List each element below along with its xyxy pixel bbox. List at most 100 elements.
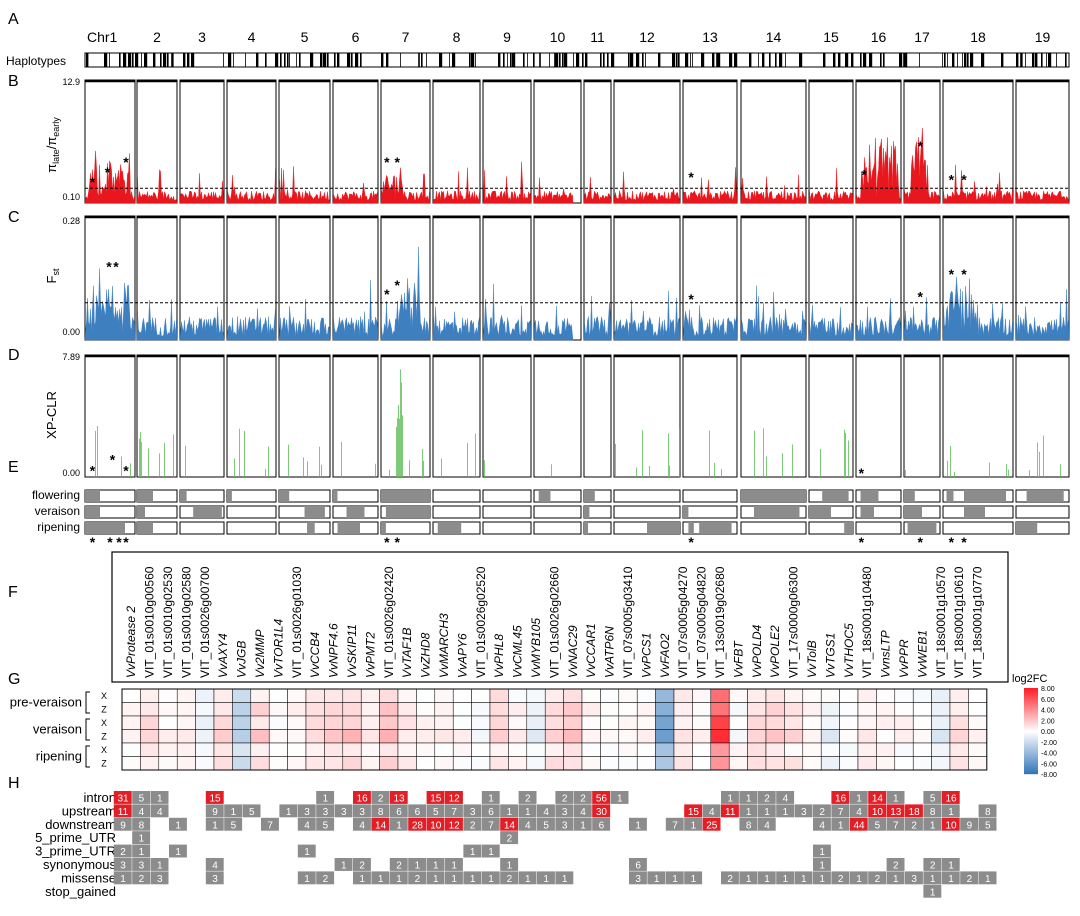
heatmap-cell [268, 702, 288, 717]
variant-cell [279, 804, 298, 818]
variant-cell [353, 804, 371, 818]
legend-tick-label: -6.00 [1041, 761, 1057, 768]
chromosome-box [1015, 354, 1070, 478]
heatmap-cell [305, 688, 325, 703]
signal-area [380, 246, 431, 341]
variant-cell [132, 871, 151, 885]
legend-gradient-slice [1024, 764, 1038, 766]
variant-cell [150, 791, 169, 804]
heatmap-cell [968, 715, 988, 730]
variant-count: 2 [507, 834, 513, 845]
variant-count: 1 [139, 847, 145, 858]
variant-cell [132, 791, 151, 804]
variant-count: 1 [304, 847, 310, 858]
variant-count: 1 [507, 861, 513, 872]
variant-cell [813, 844, 831, 858]
variant-cell [463, 871, 482, 885]
variant-count: 2 [819, 807, 825, 818]
stage-label-veraison: veraison [35, 504, 80, 518]
heatmap-cell [287, 688, 307, 703]
legend-gradient-slice [1024, 754, 1038, 756]
signal-area [855, 137, 902, 204]
stage-track-fill [85, 522, 125, 534]
stage-tracks: * * * * * * * * * * * [84, 489, 1070, 550]
gene-label: VIT_18s0001g10610 [952, 566, 966, 678]
variant-cell [978, 804, 997, 818]
heatmap-cell [876, 729, 896, 744]
haplotype-block [692, 53, 693, 67]
gene-list-frame [111, 551, 1009, 683]
variant-cell [757, 804, 776, 818]
significance-star: * [123, 463, 129, 479]
heatmap-cell [894, 742, 914, 757]
heatmap-cell [655, 688, 675, 703]
heatmap-cell [342, 729, 362, 744]
haplotype-block [160, 53, 162, 67]
stage-track-fill [741, 490, 806, 502]
haplotype-block [883, 53, 885, 67]
variant-count: 1 [819, 874, 825, 885]
haplotype-block [1001, 53, 1004, 67]
stage-track-fill [647, 522, 680, 534]
panel-letter-a: A [8, 11, 19, 28]
heatmap-cell [471, 756, 491, 771]
legend-tick-label: -4.00 [1041, 751, 1057, 758]
variant-count: 3 [304, 807, 310, 818]
haplotype-block [919, 53, 920, 67]
heatmap-cell [397, 715, 417, 730]
significance-star: * [107, 534, 113, 550]
haplotype-block [1056, 53, 1057, 67]
heatmap-cell [140, 729, 160, 744]
heatmap-cell [839, 715, 859, 730]
variant-cell [371, 817, 390, 831]
variant-cell [205, 804, 224, 818]
haplotype-block [672, 53, 676, 67]
variant-cell [573, 791, 592, 804]
stage-track-fill [333, 490, 338, 502]
heatmap-cell [673, 715, 693, 730]
heatmap-cell [765, 688, 785, 703]
signal-area [808, 304, 854, 341]
chromosome-box [613, 354, 681, 478]
heatmap-cell [416, 688, 436, 703]
haplotype-block [144, 53, 148, 67]
heatmap-bracket [85, 691, 90, 714]
legend-gradient-slice [1024, 743, 1038, 745]
heatmap-cell [232, 729, 252, 744]
legend-gradient-slice [1024, 745, 1038, 747]
variant-count: 1 [819, 847, 825, 858]
variant-cell [389, 791, 408, 804]
variant-cell [353, 858, 371, 871]
stage-track-fill [584, 506, 590, 518]
haplotype-block [471, 53, 475, 67]
heatmap-cell [710, 729, 730, 744]
heatmap-cultivar-label: Z [101, 705, 107, 715]
variant-count: 3 [212, 874, 218, 885]
variant-count: 16 [835, 794, 847, 805]
variant-cell [205, 817, 224, 831]
haplotype-block [334, 53, 336, 67]
significance-star: * [949, 266, 955, 282]
signal-area [432, 167, 481, 204]
heatmap-cell [342, 702, 362, 717]
heatmap-cell [268, 742, 288, 757]
variant-count: 1 [359, 874, 365, 885]
heatmap-cell [636, 715, 656, 730]
heatmap-cell [452, 729, 472, 744]
heatmap-cell [324, 702, 344, 717]
haplotype-block [762, 53, 765, 67]
stage-track-fill [381, 522, 386, 534]
haplotype-block [952, 53, 955, 67]
variant-cell [445, 871, 463, 885]
variant-cell [831, 817, 850, 831]
variant-count: 1 [930, 874, 936, 885]
variant-count: 2 [967, 874, 973, 885]
chromosome-box [332, 79, 379, 204]
legend-gradient-slice [1024, 718, 1038, 720]
chromosome-box [533, 79, 582, 204]
chromosome-box [278, 354, 331, 478]
variant-count: 1 [488, 874, 494, 885]
heatmap-cell [692, 729, 712, 744]
gene-label: VvJGB [235, 641, 249, 678]
variant-cell [113, 791, 132, 804]
